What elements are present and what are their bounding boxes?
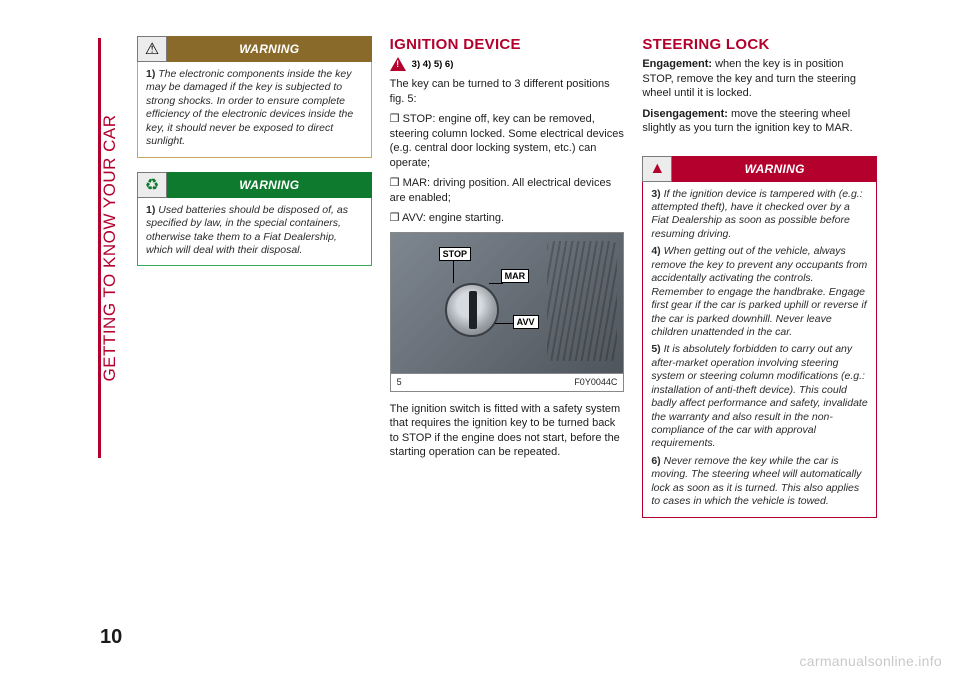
warning-2-header-row: ♻ WARNING: [137, 172, 372, 198]
ignition-figure-image: STOP MAR AVV: [391, 233, 624, 373]
ignition-intro: The key can be turned to 3 different pos…: [390, 77, 625, 106]
manual-page: GETTING TO KNOW YOUR CAR ⚠ WARNING 1) Th…: [0, 0, 960, 679]
engagement-label: Engagement:: [642, 58, 712, 70]
warning-icon: ⚠: [137, 36, 167, 62]
recycle-icon: ♻: [137, 172, 167, 198]
callout-mar: MAR: [501, 269, 530, 283]
callout-avv: AVV: [513, 315, 539, 329]
ignition-bullet-stop: STOP: engine off, key can be removed, st…: [390, 112, 625, 170]
warning-3-header-row: ▲ WARNING: [642, 156, 877, 182]
warn-text-3: If the ignition device is tampered with …: [651, 188, 862, 240]
column-2: IGNITION DEVICE 3) 4) 5) 6) The key can …: [390, 36, 625, 606]
warning-item-5: 5) It is absolutely forbidden to carry o…: [651, 343, 868, 451]
ignition-refs: 3) 4) 5) 6): [412, 59, 454, 70]
warning-2-header: WARNING: [167, 172, 372, 198]
ignition-note: The ignition switch is fitted with a saf…: [390, 402, 625, 460]
column-3: STEERING LOCK Engagement: when the key i…: [642, 36, 877, 606]
column-1: ⚠ WARNING 1) The electronic components i…: [137, 36, 372, 606]
warn-text-4: When getting out of the vehicle, always …: [651, 245, 867, 338]
ignition-figure: STOP MAR AVV 5 F0Y0044C: [390, 232, 625, 392]
warn-text-6: Never remove the key while the car is mo…: [651, 455, 861, 507]
callout-stop-line: [453, 261, 454, 283]
alert-icon: [390, 57, 406, 71]
ignition-title: IGNITION DEVICE: [390, 36, 625, 53]
figure-number: 5: [397, 377, 402, 387]
ignition-slot: [469, 291, 477, 329]
section-tab-label: GETTING TO KNOW YOUR CAR: [100, 114, 120, 381]
steering-engagement: Engagement: when the key is in position …: [642, 57, 877, 101]
callout-stop: STOP: [439, 247, 471, 261]
warning-3-body: 3) If the ignition device is tampered wi…: [642, 182, 877, 518]
warn-num-6: 6): [651, 455, 660, 467]
warn-text-5: It is absolutely forbidden to carry out …: [651, 343, 867, 449]
callout-avv-line: [495, 323, 513, 324]
warning-2-num: 1): [146, 204, 155, 216]
alert-icon: ▲: [642, 156, 672, 182]
figure-code: F0Y0044C: [574, 377, 617, 387]
section-tab: GETTING TO KNOW YOUR CAR: [98, 38, 122, 458]
page-number: 10: [100, 626, 122, 649]
warning-2-text: Used batteries should be disposed of, as…: [146, 204, 348, 256]
warning-3-header: WARNING: [672, 156, 877, 182]
warning-1-num: 1): [146, 68, 155, 80]
ignition-bullet-mar: MAR: driving position. All electrical de…: [390, 176, 625, 205]
warning-1-body: 1) The electronic components inside the …: [137, 62, 372, 158]
warn-num-4: 4): [651, 245, 660, 257]
content-columns: ⚠ WARNING 1) The electronic components i…: [137, 36, 877, 606]
callout-mar-line: [489, 283, 503, 284]
ignition-bullet-avv: AVV: engine starting.: [390, 211, 625, 226]
warning-item-6: 6) Never remove the key while the car is…: [651, 455, 868, 509]
warn-num-3: 3): [651, 188, 660, 200]
figure-caption: 5 F0Y0044C: [391, 373, 624, 391]
disengagement-label: Disengagement:: [642, 108, 728, 120]
warning-1-header-row: ⚠ WARNING: [137, 36, 372, 62]
warning-1-header: WARNING: [167, 36, 372, 62]
warning-1-text: The electronic components inside the key…: [146, 68, 353, 147]
warning-item-3: 3) If the ignition device is tampered wi…: [651, 188, 868, 242]
steering-disengagement: Disengagement: move the steering wheel s…: [642, 107, 877, 136]
warn-num-5: 5): [651, 343, 660, 355]
ignition-ref-row: 3) 4) 5) 6): [390, 57, 625, 71]
warning-item-4: 4) When getting out of the vehicle, alwa…: [651, 245, 868, 339]
dashboard-vent: [547, 241, 617, 361]
warning-2-body: 1) Used batteries should be disposed of,…: [137, 198, 372, 267]
watermark: carmanualsonline.info: [800, 653, 943, 669]
steering-title: STEERING LOCK: [642, 36, 877, 53]
